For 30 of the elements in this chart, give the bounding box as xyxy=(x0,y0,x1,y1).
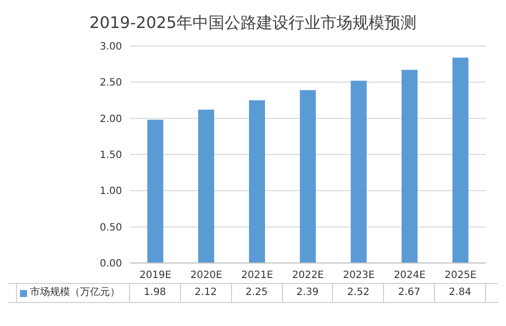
y-tick-label: 0.00 xyxy=(100,258,122,270)
bar xyxy=(300,90,316,263)
y-tick-label: 2.00 xyxy=(100,114,122,125)
data-label: 2.25 xyxy=(232,284,283,302)
data-label: 2.67 xyxy=(384,284,436,302)
bar xyxy=(452,58,468,263)
bar xyxy=(198,110,214,263)
legend-label: 市场规模（万亿元） xyxy=(30,286,120,300)
bar xyxy=(350,80,367,263)
y-tick-label: 3.00 xyxy=(100,42,122,53)
data-label: 2.39 xyxy=(282,284,334,302)
data-label: 2.12 xyxy=(180,284,232,302)
bar xyxy=(147,120,164,263)
data-label: 1.98 xyxy=(130,284,181,302)
x-tick-label: 2021E xyxy=(241,270,274,282)
y-tick-label: 0.50 xyxy=(100,222,122,234)
y-tick-label: 1.50 xyxy=(100,150,122,162)
bar xyxy=(249,100,266,263)
chart-title: 2019-2025年中国公路建设行业市场规模预测 xyxy=(88,12,418,34)
data-label: 2.84 xyxy=(435,284,486,302)
x-tick-label: 2022E xyxy=(292,270,324,282)
y-tick-label: 2.50 xyxy=(100,78,122,89)
x-tick-label: 2024E xyxy=(394,270,426,282)
x-tick-label: 2020E xyxy=(190,270,222,282)
data-label: 2.52 xyxy=(333,284,384,302)
x-tick-label: 2025E xyxy=(444,270,476,282)
x-tick-label: 2019E xyxy=(140,270,172,282)
x-tick-label: 2023E xyxy=(342,270,375,282)
bar xyxy=(402,70,418,263)
y-tick-label: 1.00 xyxy=(100,186,122,198)
